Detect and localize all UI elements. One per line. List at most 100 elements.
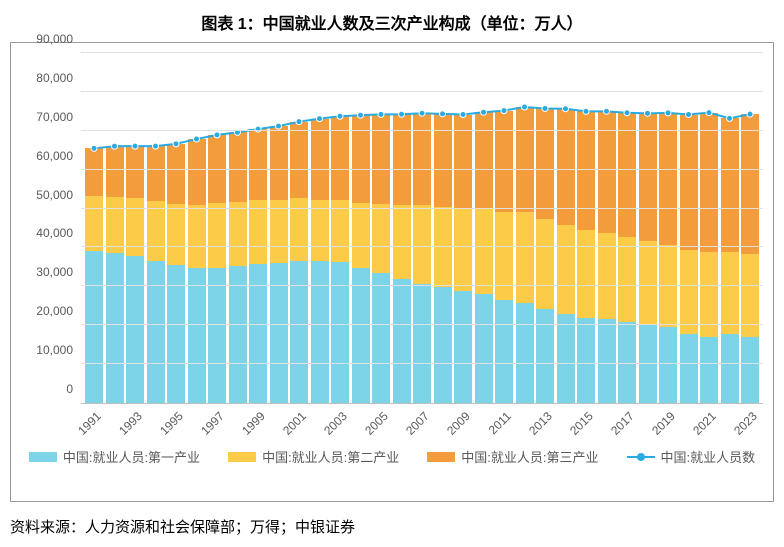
y-tick: 20,000	[36, 304, 73, 318]
bar-seg-tertiary	[290, 122, 308, 199]
bar-seg-tertiary	[393, 114, 411, 205]
bar-group	[700, 113, 718, 403]
bar-seg-secondary	[249, 200, 267, 264]
legend-secondary-label: 中国:就业人员:第二产业	[262, 447, 399, 466]
bar-group	[516, 107, 534, 403]
bar-seg-primary	[700, 337, 718, 403]
bar-seg-primary	[516, 303, 534, 403]
grid-line	[81, 246, 763, 247]
bar-seg-tertiary	[741, 114, 759, 253]
bar-seg-tertiary	[352, 115, 370, 202]
chart-title: 图表 1：中国就业人数及三次产业构成（单位：万人）	[10, 10, 774, 34]
bar-seg-secondary	[208, 203, 226, 267]
y-tick: 10,000	[36, 343, 73, 357]
bar-seg-primary	[721, 334, 739, 403]
bar-seg-secondary	[85, 196, 103, 251]
bar-seg-secondary	[147, 201, 165, 261]
bar-seg-primary	[536, 309, 554, 403]
bar-seg-secondary	[393, 205, 411, 278]
bar-seg-primary	[352, 268, 370, 403]
bar-seg-primary	[270, 263, 288, 403]
bar-seg-primary	[598, 319, 616, 403]
bar-group	[741, 114, 759, 403]
bar-seg-secondary	[106, 197, 124, 253]
x-tick: 2019	[649, 409, 678, 438]
bar-seg-primary	[290, 261, 308, 403]
bar-group	[413, 113, 431, 403]
x-tick: 1999	[239, 409, 268, 438]
bar-seg-primary	[741, 337, 759, 403]
plot	[81, 53, 763, 404]
x-tick: 2001	[280, 409, 309, 438]
bar-group	[167, 144, 185, 403]
bar-group	[249, 129, 267, 403]
legend-primary-label: 中国:就业人员:第一产业	[63, 447, 200, 466]
bar-seg-tertiary	[495, 111, 513, 212]
bar-group	[434, 114, 452, 403]
bar-seg-primary	[475, 294, 493, 403]
x-tick: 2013	[526, 409, 555, 438]
legend-line: 中国:就业人员数	[627, 447, 756, 466]
bar-seg-tertiary	[700, 113, 718, 252]
swatch-line-dot	[637, 453, 645, 461]
bar-group	[147, 146, 165, 403]
bar-group	[680, 115, 698, 403]
bar-seg-primary	[311, 261, 329, 403]
swatch-secondary	[228, 452, 256, 462]
bar-seg-secondary	[639, 241, 657, 324]
bar-seg-tertiary	[249, 129, 267, 200]
bar-seg-primary	[85, 251, 103, 403]
bar-group	[393, 114, 411, 403]
bar-seg-primary	[393, 279, 411, 403]
x-tick: 2011	[486, 409, 514, 437]
x-tick: 2009	[444, 409, 473, 438]
bar-seg-secondary	[577, 230, 595, 318]
bar-group	[352, 115, 370, 403]
bar-seg-tertiary	[147, 146, 165, 201]
bar-seg-tertiary	[454, 115, 472, 209]
bar-group	[290, 122, 308, 403]
swatch-primary	[29, 452, 57, 462]
y-tick: 50,000	[36, 188, 73, 202]
bar-seg-primary	[434, 287, 452, 403]
grid-line	[81, 324, 763, 325]
bar-seg-secondary	[536, 219, 554, 309]
bar-group	[659, 113, 677, 403]
bar-seg-secondary	[516, 212, 534, 302]
bar-seg-secondary	[352, 203, 370, 268]
x-tick: 1997	[198, 409, 227, 438]
y-tick: 90,000	[36, 32, 73, 46]
x-tick: 2015	[567, 409, 596, 438]
bar-group	[577, 111, 595, 403]
x-tick: 2023	[731, 409, 760, 438]
bar-seg-secondary	[331, 200, 349, 262]
bar-seg-secondary	[311, 200, 329, 261]
bar-seg-primary	[659, 327, 677, 403]
bar-group	[557, 109, 575, 403]
bar-seg-tertiary	[536, 108, 554, 218]
x-tick: 1991	[75, 409, 104, 438]
bar-group	[85, 148, 103, 403]
bar-seg-tertiary	[639, 113, 657, 241]
bar-seg-tertiary	[618, 113, 636, 237]
chart-container: 010,00020,00030,00040,00050,00060,00070,…	[10, 42, 774, 502]
grid-line	[81, 208, 763, 209]
bar-seg-tertiary	[188, 139, 206, 205]
bar-seg-secondary	[557, 225, 575, 315]
bar-seg-tertiary	[270, 126, 288, 200]
bar-seg-primary	[372, 273, 390, 403]
y-tick: 60,000	[36, 149, 73, 163]
bar-seg-primary	[106, 253, 124, 403]
bar-seg-secondary	[413, 205, 431, 284]
bar-seg-primary	[229, 266, 247, 403]
bar-seg-tertiary	[85, 148, 103, 196]
bar-group	[598, 111, 616, 403]
bar-seg-primary	[495, 300, 513, 403]
plot-area: 010,00020,00030,00040,00050,00060,00070,…	[21, 53, 763, 403]
bars-layer	[81, 53, 763, 403]
x-tick: 2017	[608, 409, 637, 438]
y-tick: 0	[66, 382, 73, 396]
swatch-line	[627, 451, 655, 463]
bar-seg-secondary	[475, 209, 493, 294]
bar-group	[270, 126, 288, 403]
